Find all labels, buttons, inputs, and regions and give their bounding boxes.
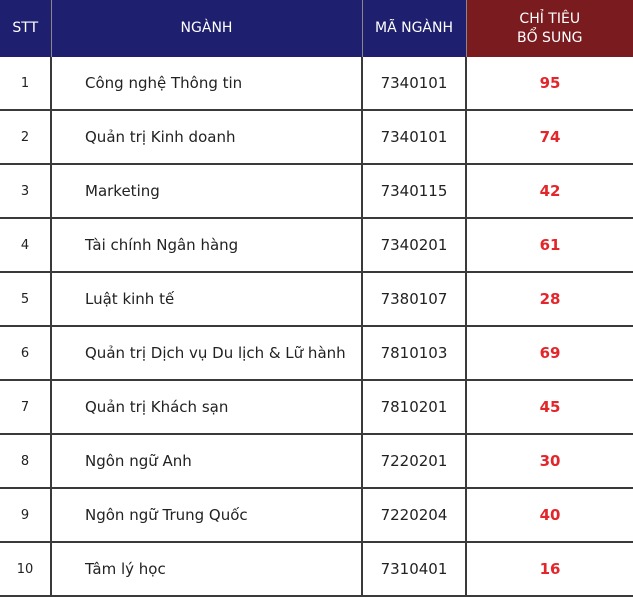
header-chi-tieu-line1: CHỈ TIÊU [519,10,581,27]
cell-nganh: Công nghệ Thông tin [51,57,363,111]
header-stt: STT [0,0,52,57]
cell-chi-tieu: 42 [466,164,633,219]
cell-ma-nganh: 7220201 [362,434,467,489]
cell-chi-tieu: 28 [466,272,633,327]
cell-chi-tieu: 61 [466,218,633,273]
cell-ma-nganh: 7340201 [362,218,467,273]
table-row: 6 Quản trị Dịch vụ Du lịch & Lữ hành 78101… [0,326,633,381]
cell-nganh: Marketing [51,164,363,219]
cell-stt: 4 [0,218,52,273]
cell-nganh: Luật kinh tế [51,272,363,327]
cell-ma-nganh: 7380107 [362,272,467,327]
cell-stt: 10 [0,542,52,597]
cell-stt: 3 [0,164,52,219]
cell-chi-tieu: 69 [466,326,633,381]
cell-nganh: Quản trị Khách sạn [51,380,363,435]
cell-ma-nganh: 7340115 [362,164,467,219]
header-chi-tieu-line2: BỔ SUNG [516,29,583,46]
cell-stt: 7 [0,380,52,435]
cell-ma-nganh: 7310401 [362,542,467,597]
table-row: 7 Quản trị Khách sạn 7810201 45 [0,380,633,435]
table-row: 9 Ngôn ngữ Trung Quốc 7220204 40 [0,488,633,543]
cell-stt: 6 [0,326,52,381]
cell-chi-tieu: 74 [466,110,633,165]
cell-ma-nganh: 7220204 [362,488,467,543]
header-ma-nganh: MÃ NGÀNH [362,0,467,57]
cell-stt: 8 [0,434,52,489]
cell-chi-tieu: 30 [466,434,633,489]
cell-ma-nganh: 7810103 [362,326,467,381]
cell-nganh: Ngôn ngữ Anh [51,434,363,489]
cell-nganh: Tâm lý học [51,542,363,597]
table-row: 2 Quản trị Kinh doanh 7340101 74 [0,110,633,165]
cell-nganh: Quản trị Dịch vụ Du lịch & Lữ hành [51,326,363,381]
header-chi-tieu: CHỈ TIÊU BỔ SUNG [466,0,633,57]
cell-chi-tieu: 16 [466,542,633,597]
cell-nganh: Tài chính Ngân hàng [51,218,363,273]
header-row: STT NGÀNH MÃ NGÀNH CHỈ TIÊU BỔ SUNG [0,0,633,57]
cell-nganh: Quản trị Kinh doanh [51,110,363,165]
cell-chi-tieu: 45 [466,380,633,435]
table-row: 4 Tài chính Ngân hàng 7340201 61 [0,218,633,273]
cell-stt: 2 [0,110,52,165]
cell-ma-nganh: 7810201 [362,380,467,435]
table-row: 5 Luật kinh tế 7380107 28 [0,272,633,327]
cell-chi-tieu: 95 [466,57,633,111]
table-row: 10 Tâm lý học 7310401 16 [0,542,633,597]
cell-ma-nganh: 7340101 [362,110,467,165]
cell-stt: 1 [0,57,52,111]
table-row: 1 Công nghệ Thông tin 7340101 95 [0,57,633,111]
header-nganh: NGÀNH [51,0,363,57]
cell-chi-tieu: 40 [466,488,633,543]
cell-ma-nganh: 7340101 [362,57,467,111]
table-row: 8 Ngôn ngữ Anh 7220201 30 [0,434,633,489]
cell-nganh: Ngôn ngữ Trung Quốc [51,488,363,543]
cell-stt: 5 [0,272,52,327]
cell-stt: 9 [0,488,52,543]
table-row: 3 Marketing 7340115 42 [0,164,633,219]
